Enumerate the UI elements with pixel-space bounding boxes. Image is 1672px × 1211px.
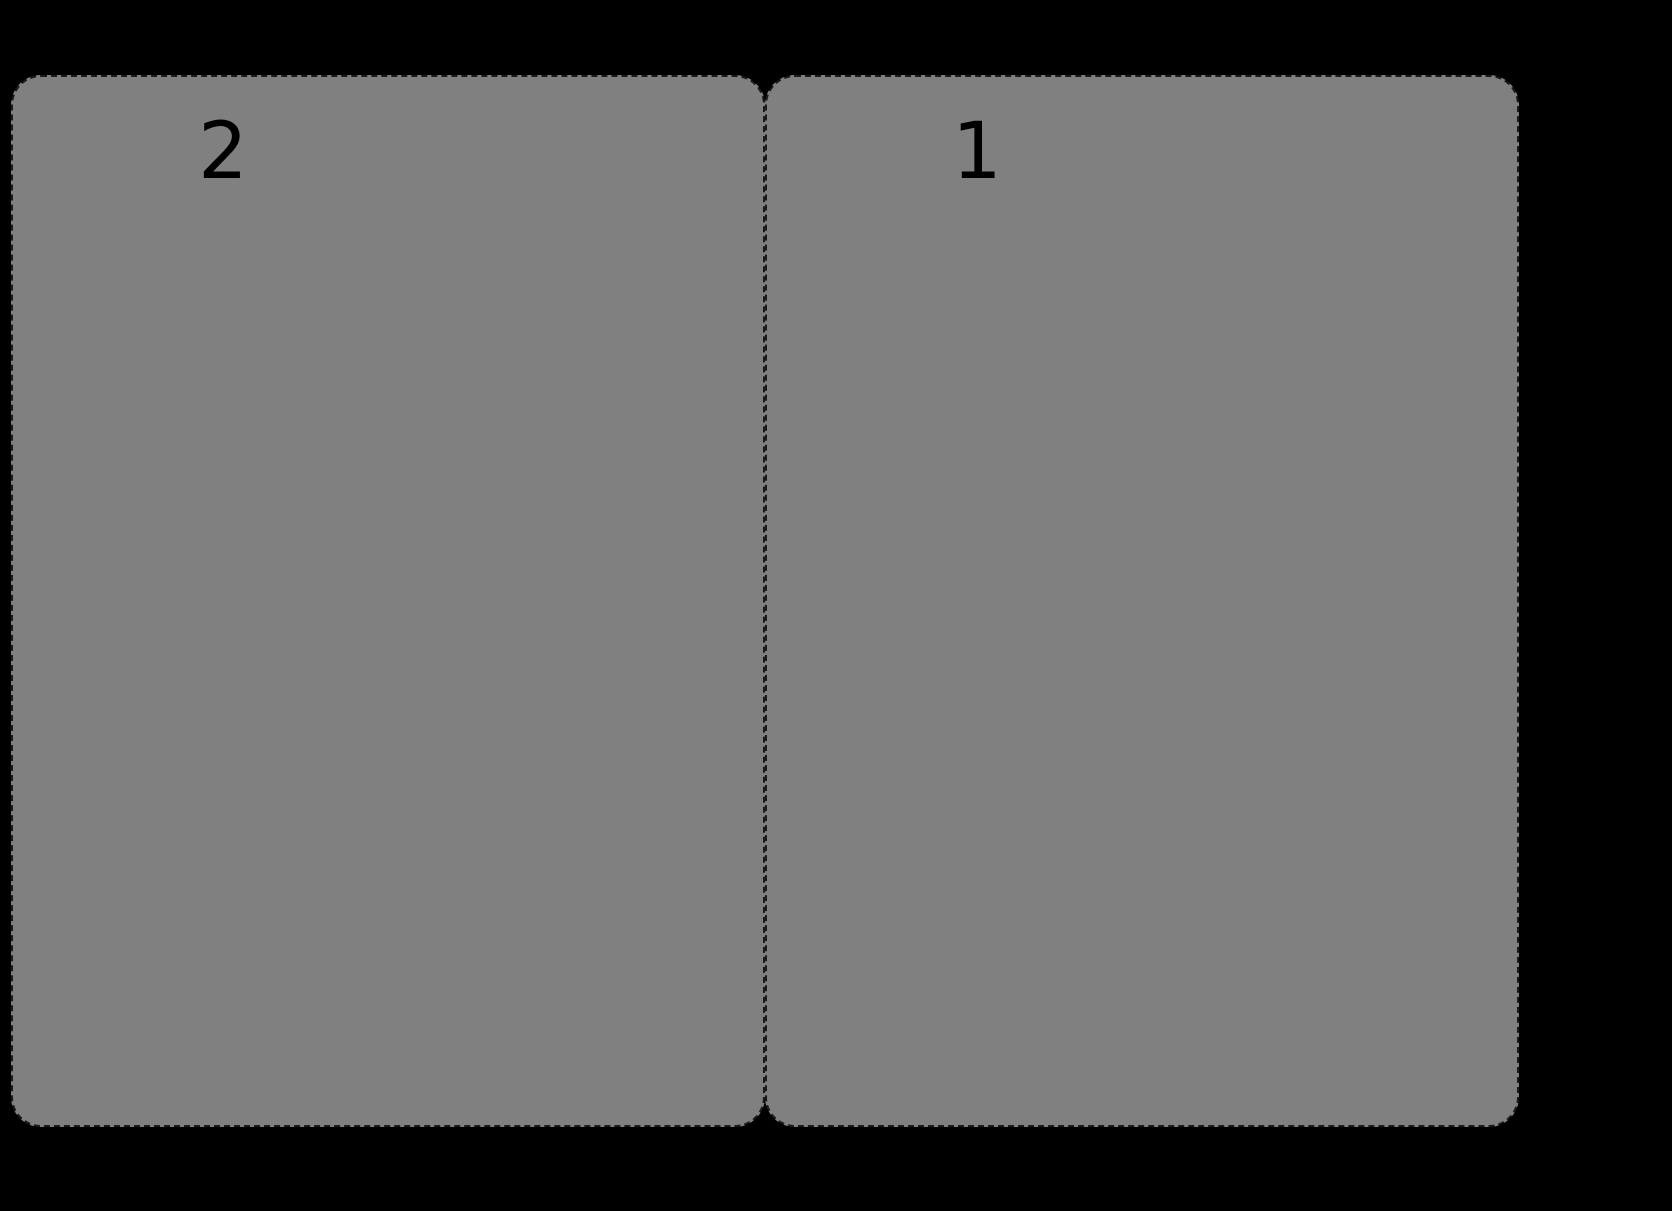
panel-left[interactable]: 2 [11,75,765,1127]
panel-left-label-container: 2 [13,113,763,191]
panel-right[interactable]: 1 [765,75,1519,1127]
panel-right-label: 1 [952,107,1002,197]
panel-right-label-container: 1 [767,113,1517,191]
panel-row: 2 1 [11,75,1519,1127]
panel-left-label: 2 [198,107,248,197]
